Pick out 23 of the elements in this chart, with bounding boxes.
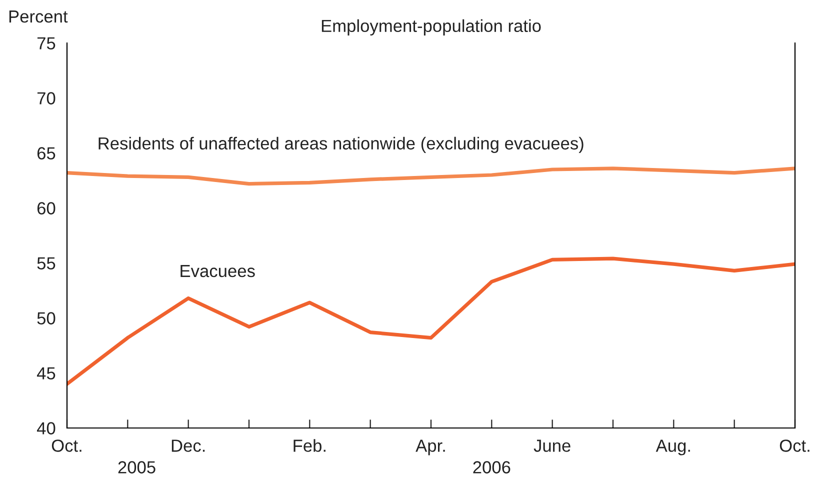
x-tick-label: June [534,440,570,452]
x-tick-label: Oct. [52,440,82,452]
text: 2005 [118,461,156,474]
x-tick-label: Feb. [294,439,326,452]
y-tick-label: 40 [36,422,56,434]
series-label: Evacuees [180,265,255,278]
y-tick-label: 65 [37,147,56,160]
y-axis-title: Percent [9,10,68,23]
text: 2006 [473,461,510,474]
y-tick-label: 70 [37,92,56,104]
y-tick-label: 45 [36,367,56,380]
y-tick-label: 50 [37,312,56,324]
series-label: Residents of unaffected areas nationwide (excluding evacuees) [98,136,584,153]
chart-title: Employment-population ratio [322,19,541,36]
line-series [67,256,795,386]
y-tick-label: 75 [37,37,56,50]
x-tick-label: Dec. [172,440,205,452]
y-tick-label: 60 [37,202,56,214]
x-tick-label: Apr. [416,440,445,456]
x-tick-label: Oct. [780,440,810,452]
line-series [67,166,795,186]
x-tick-label: Aug. [656,440,690,456]
y-tick-label: 55 [37,257,56,270]
